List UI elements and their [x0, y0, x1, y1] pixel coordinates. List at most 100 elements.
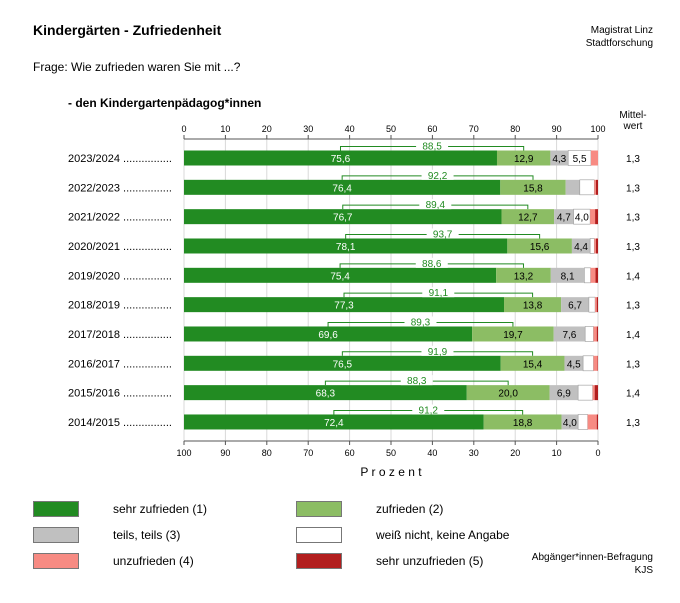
data-label: 6,9 [557, 389, 571, 400]
mean-value: 1,3 [626, 154, 640, 165]
legend-swatch [33, 527, 79, 543]
data-label: 4,5 [567, 359, 581, 370]
data-label: 13,2 [514, 271, 534, 282]
bar-segment [466, 385, 550, 401]
top-tick-label: 20 [262, 124, 272, 134]
bar-segment [587, 414, 597, 430]
bar-segment [496, 267, 551, 283]
combined-value-label: 92,2 [428, 171, 448, 182]
legend-label: teils, teils (3) [113, 528, 181, 542]
bar-segment [595, 267, 598, 283]
data-label: 72,4 [324, 418, 344, 429]
bottom-tick-label: 60 [345, 448, 355, 458]
combined-value-label: 89,4 [426, 200, 446, 211]
bar-segment [595, 238, 598, 254]
chart-subtitle: - den Kindergartenpädagog*innen [68, 96, 262, 110]
data-label: 4,0 [575, 213, 589, 224]
bracket-label-bg [422, 287, 455, 298]
category-label: 2023/2024 ................ [68, 153, 172, 165]
mean-value: 1,3 [626, 213, 640, 224]
data-label: 75,4 [330, 271, 350, 282]
bar-segment [184, 326, 473, 342]
legend-label: sehr zufrieden (1) [113, 502, 208, 516]
category-label: 2021/2022 ................ [68, 212, 172, 224]
data-label: 75,6 [331, 154, 351, 165]
bar-segment [472, 326, 554, 342]
bar-segment [589, 238, 595, 254]
data-label: 18,8 [513, 418, 533, 429]
bracket-label-bg [416, 140, 449, 151]
data-label: 12,7 [518, 213, 538, 224]
top-tick-label: 10 [220, 124, 230, 134]
bar-segment [584, 267, 591, 284]
bar-segment [501, 209, 555, 225]
bar-segment [596, 326, 598, 342]
data-label: 20,0 [498, 389, 518, 400]
top-tick-label: 80 [510, 124, 520, 134]
x-axis-label: P r o z e n t [360, 465, 422, 479]
bottom-tick-label: 100 [176, 448, 191, 458]
data-label: 76,7 [333, 213, 353, 224]
mean-value: 1,4 [626, 271, 640, 282]
bar-segment [593, 326, 597, 342]
mean-value: 1,3 [626, 183, 640, 194]
legend-label: unzufrieden (4) [113, 554, 194, 568]
legend-label: weiß nicht, keine Angabe [376, 528, 510, 542]
bar-segment [590, 267, 596, 283]
bar-segment [500, 355, 565, 371]
bar-segment [184, 297, 505, 313]
data-label: 5,5 [573, 154, 587, 165]
combined-value-label: 89,3 [411, 317, 431, 328]
bar-segment [184, 355, 501, 371]
top-tick-label: 30 [303, 124, 313, 134]
data-label: 15,4 [523, 359, 543, 370]
top-tick-label: 90 [552, 124, 562, 134]
data-label: 15,8 [523, 183, 543, 194]
mean-value: 1,3 [626, 242, 640, 253]
bottom-tick-label: 20 [510, 448, 520, 458]
combined-value-label: 88,6 [422, 259, 442, 270]
data-label: 12,9 [514, 154, 534, 165]
category-label: 2018/2019 ................ [68, 300, 172, 312]
bottom-tick-label: 50 [386, 448, 396, 458]
bar-segment [595, 297, 597, 313]
data-label: 8,1 [561, 271, 575, 282]
bar-segment [184, 385, 467, 401]
bar-segment [550, 267, 585, 283]
data-label: 4,7 [557, 213, 571, 224]
data-label: 6,7 [568, 301, 582, 312]
category-label: 2017/2018 ................ [68, 329, 172, 341]
data-label: 69,6 [318, 330, 338, 341]
bar-segment [184, 267, 497, 283]
data-label: 4,0 [563, 418, 577, 429]
legend-label: zufrieden (2) [376, 502, 444, 516]
bar-segment [554, 209, 574, 225]
top-tick-label: 40 [345, 124, 355, 134]
data-label: 68,3 [316, 389, 336, 400]
bottom-tick-label: 80 [262, 448, 272, 458]
category-label: 2015/2016 ................ [68, 388, 172, 400]
data-label: 76,5 [333, 359, 353, 370]
bar-segment [593, 355, 598, 371]
bar-segment [561, 297, 589, 313]
data-label: 78,1 [336, 242, 356, 253]
bottom-tick-label: 40 [427, 448, 437, 458]
bar-segment [594, 238, 596, 254]
bar-segment [596, 414, 598, 430]
bar-segment [483, 414, 562, 430]
mean-value: 1,3 [626, 359, 640, 370]
bottom-tick-label: 30 [469, 448, 479, 458]
combined-value-label: 93,7 [433, 229, 453, 240]
bar-segment [553, 326, 586, 342]
bottom-tick-label: 10 [552, 448, 562, 458]
combined-value-label: 91,1 [429, 288, 449, 299]
bar-segment [500, 179, 566, 195]
mean-value: 1,4 [626, 389, 640, 400]
bar-segment [184, 414, 484, 430]
data-label: 4,3 [552, 154, 566, 165]
bar-segment [594, 179, 596, 195]
mean-value: 1,3 [626, 301, 640, 312]
legend-swatch [33, 501, 79, 517]
combined-value-label: 91,9 [428, 347, 448, 358]
combined-value-label: 88,5 [422, 142, 442, 153]
